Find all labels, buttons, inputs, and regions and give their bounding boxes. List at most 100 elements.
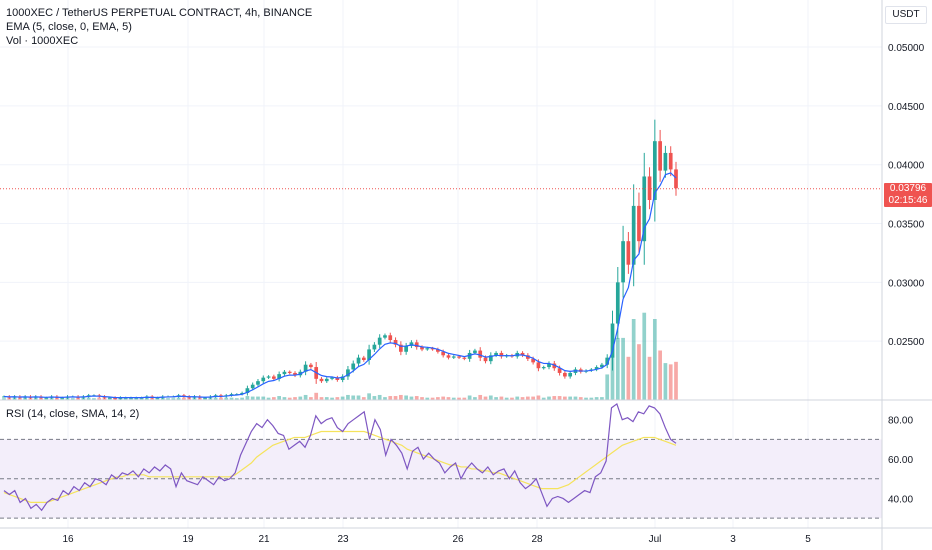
price-tick-label: 0.03500 — [888, 220, 925, 231]
price-tick-label: 0.05000 — [888, 43, 925, 54]
candle-body — [261, 377, 266, 382]
volume-legend[interactable]: Vol · 1000XEC — [6, 35, 79, 47]
volume-bar — [414, 396, 419, 400]
volume-bar — [240, 397, 244, 400]
volume-bar — [568, 396, 573, 400]
volume-bar — [155, 398, 160, 400]
last-price-value: 0.03796 — [889, 182, 927, 194]
volume-bar — [282, 397, 287, 400]
candle-body — [425, 348, 430, 350]
volume-bar — [642, 312, 647, 400]
volume-bar — [483, 396, 488, 400]
candle-body — [351, 363, 356, 370]
price-tick-label: 0.04500 — [888, 102, 925, 113]
volume-bar — [637, 344, 641, 400]
candle-body — [319, 378, 324, 382]
volume-bar — [547, 396, 551, 400]
rsi-series — [3, 402, 677, 512]
candle-body — [240, 392, 244, 395]
candle-body — [637, 205, 641, 242]
candle-body — [277, 374, 282, 379]
volume-bar — [234, 398, 239, 400]
volume-bar — [404, 395, 408, 400]
candle-body — [451, 356, 456, 358]
candle-body — [499, 352, 504, 357]
volume-bar — [420, 397, 424, 400]
rsi-tick-label: 40.00 — [888, 494, 913, 505]
volume-bar — [462, 397, 467, 400]
candle-body — [293, 372, 297, 376]
volume-bar — [367, 393, 371, 400]
volume-bar — [589, 397, 594, 400]
rsi-grid — [0, 438, 882, 519]
candle-body — [457, 356, 461, 358]
time-tick-label: 5 — [805, 534, 811, 545]
candle-body — [594, 367, 599, 370]
volume-bar — [430, 397, 435, 400]
ema-legend[interactable]: EMA (5, close, 0, EMA, 5) — [6, 21, 132, 33]
rsi-ma-series — [3, 430, 677, 503]
candle-body — [398, 344, 403, 352]
candle-body — [118, 397, 123, 399]
price-axis-ticks: 0.05000 0.04500 0.04000 0.03500 0.03000 0.025… — [888, 43, 925, 348]
volume-bar — [520, 397, 525, 400]
candle-body — [229, 394, 234, 396]
ema-line — [3, 172, 677, 399]
volume-bar — [229, 397, 234, 400]
candle-body — [621, 241, 625, 283]
volume-bar — [107, 398, 112, 400]
time-tick-label: 23 — [337, 534, 349, 545]
price-tick-label: 0.03000 — [888, 278, 925, 289]
candle-body — [414, 342, 419, 348]
candle-body — [494, 352, 498, 356]
candle-body — [488, 355, 493, 362]
price-tick-label: 0.02500 — [888, 337, 925, 348]
candle-body — [568, 372, 573, 377]
volume-bar — [203, 398, 207, 400]
volume-bar — [346, 394, 350, 400]
volume-bar — [594, 397, 599, 400]
volume-bar — [446, 397, 451, 400]
symbol-legend[interactable]: 1000XEC / TetherUS PERPETUAL CONTRACT, 4… — [6, 7, 313, 19]
candle-body — [266, 376, 271, 378]
volume-bar — [340, 396, 345, 400]
volume-bar — [615, 337, 620, 400]
volume-bar — [372, 396, 377, 400]
candle-body — [107, 397, 112, 399]
candle-body — [388, 335, 393, 340]
volume-bar — [621, 337, 625, 400]
volume-bar — [134, 398, 139, 400]
volume-bar — [314, 392, 319, 400]
candle-body — [615, 282, 620, 324]
volume-bar — [44, 398, 49, 400]
candle-body — [113, 397, 117, 399]
volume-bar — [383, 397, 387, 400]
candle-body — [658, 141, 662, 171]
volume-bar — [182, 397, 186, 400]
candle-body — [436, 349, 440, 352]
volume-bar — [250, 396, 255, 400]
rsi-legend[interactable]: RSI (14, close, SMA, 14, 2) — [6, 408, 140, 420]
candle-body — [462, 357, 467, 359]
currency-selector[interactable]: USDT — [885, 6, 927, 24]
volume-bar — [393, 396, 398, 400]
candle-body — [430, 348, 435, 350]
candle-body — [520, 352, 525, 356]
volume-bar — [557, 396, 562, 400]
volume-bar — [219, 397, 223, 400]
volume-bar — [351, 395, 356, 400]
volume-bar — [361, 397, 366, 400]
candle-body — [541, 367, 546, 369]
volume-bar — [139, 398, 144, 400]
candle-body — [383, 335, 387, 338]
candle-body — [303, 364, 308, 372]
candle-body — [372, 344, 377, 350]
volume-bar — [478, 394, 483, 400]
candlesticks[interactable] — [2, 119, 678, 401]
candle-body — [610, 323, 615, 358]
volume-bar — [86, 397, 91, 400]
volume-bar — [335, 397, 340, 400]
volume-bar — [409, 396, 414, 400]
